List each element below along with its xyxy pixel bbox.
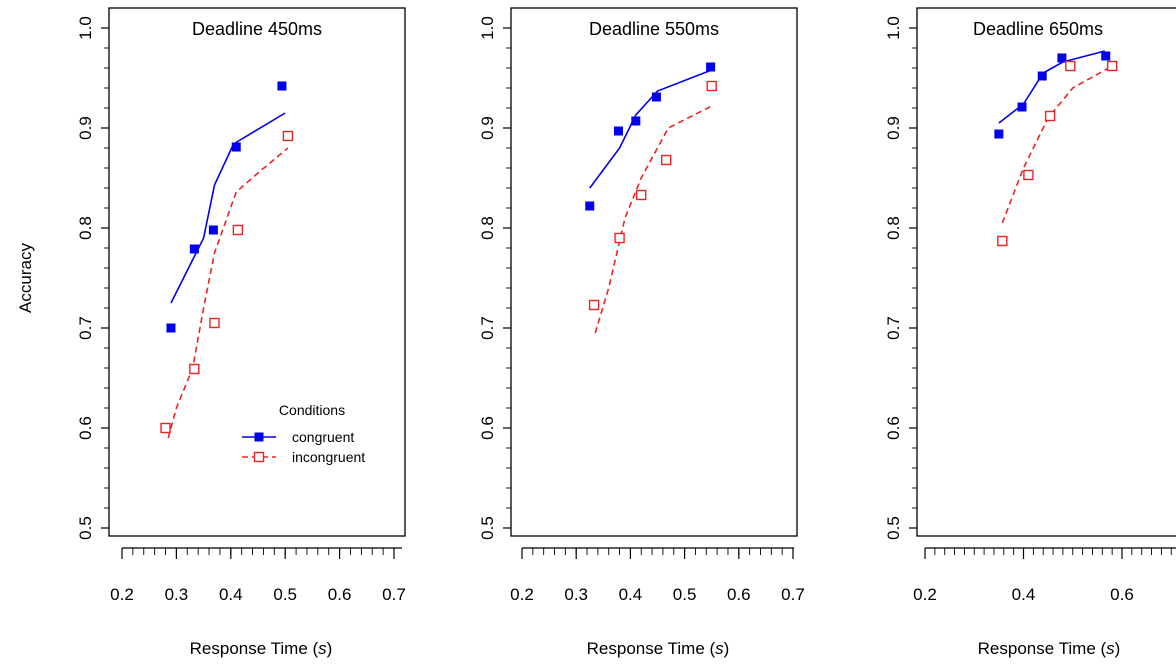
x-tick-label: 0.2 [510,585,534,604]
x-tick-label: 0.2 [110,585,134,604]
congruent-point [651,92,661,102]
x-tick-label: 0.7 [781,585,805,604]
x-tick-label: 0.2 [913,585,937,604]
x-tick-label: 0.4 [219,585,243,604]
incongruent-point [636,189,647,201]
congruent-fit-line [170,112,286,304]
plot-frame [916,7,1176,537]
plot-frame [108,7,406,537]
y-tick-label: 1.0 [76,16,95,40]
y-tick-label: 0.8 [884,216,903,240]
chart-panel-3: Deadline 650ms 0.5 0.6 0.7 0.8 0.9 1.0 0.2 0.4 0.… [884,7,1176,658]
y-tick-label: 0.9 [76,116,95,140]
congruent-point [166,323,176,333]
incongruent-point [1106,60,1118,72]
congruent-point [613,126,623,136]
incongruent-fit-line [167,147,289,439]
incongruent-fit-line [594,105,713,334]
incongruent-point [706,80,717,92]
congruent-fit-line [589,69,712,189]
incongruent-point [1044,110,1056,122]
congruent-point [231,142,241,152]
x-axis-label: Response Time (s) [587,639,730,658]
x-tick-label: 0.4 [619,585,643,604]
congruent-point [706,62,716,72]
congruent-point [1037,71,1047,81]
x-tick-label: 0.5 [673,585,697,604]
y-tick-label: 0.8 [76,216,95,240]
y-tick-label: 0.6 [76,416,95,440]
legend-label-congruent: congruent [292,429,354,445]
legend: Conditions congruent incongruent [242,402,365,465]
incongruent-point [1065,60,1076,72]
y-tick-label: 1.0 [884,16,903,40]
congruent-point [208,225,218,235]
incongruent-fit-line [1001,65,1113,224]
x-tick-label: 0.6 [727,585,751,604]
y-tick-label: 0.6 [478,416,497,440]
x-axis-label: Response Time (s) [190,639,333,658]
y-tick-label: 0.7 [76,316,95,340]
panel-title: Deadline 650ms [973,19,1103,39]
congruent-point [1017,102,1027,112]
incongruent-point [997,235,1008,247]
congruent-point [631,116,641,126]
y-tick-label: 0.8 [478,216,497,240]
y-tick-label: 0.5 [884,516,903,540]
congruent-point [1101,51,1111,61]
plot-frame [510,7,798,537]
x-tick-label: 0.6 [328,585,352,604]
incongruent-point [1023,169,1034,181]
incongruent-point [209,317,220,329]
x-tick-label: 0.5 [273,585,297,604]
panel-title: Deadline 550ms [589,19,719,39]
x-tick-label: 0.4 [1012,585,1036,604]
congruent-point [189,244,199,254]
x-tick-label: 0.6 [1110,585,1134,604]
y-tick-label: 0.7 [884,316,903,340]
x-axis-label: Response Time (s) [978,639,1121,658]
chart-panel-1: Deadline 450ms 0.5 0.6 0.7 0.8 0.9 1.0 0.2 0.3 0.… [76,7,406,658]
y-tick-label: 0.7 [478,316,497,340]
congruent-point [277,81,287,91]
incongruent-point [282,130,294,142]
y-tick-label: 0.9 [884,116,903,140]
y-axis-label: Accuracy [16,243,35,313]
y-tick-label: 0.5 [76,516,95,540]
congruent-point [994,129,1004,139]
incongruent-point [660,154,672,166]
incongruent-point [232,224,244,236]
x-tick-label: 0.7 [382,585,406,604]
legend-title: Conditions [279,402,345,418]
y-tick-label: 1.0 [478,16,497,40]
x-tick-label: 0.3 [564,585,588,604]
chart-panel-2: Deadline 550ms 0.5 0.6 0.7 0.8 0.9 1.0 0.2 0.3 0.… [478,7,805,658]
y-tick-label: 0.5 [478,516,497,540]
y-tick-label: 0.9 [478,116,497,140]
x-tick-label: 0.3 [165,585,189,604]
congruent-point [1057,53,1067,63]
legend-marker-incongruent [253,451,265,463]
incongruent-point [588,299,600,311]
incongruent-point [614,232,625,244]
legend-label-incongruent: incongruent [292,449,365,465]
y-tick-label: 0.6 [884,416,903,440]
panel-title: Deadline 450ms [192,19,322,39]
incongruent-point [189,363,200,375]
legend-marker-congruent [254,432,264,442]
incongruent-point [160,422,171,434]
congruent-point [585,201,595,211]
